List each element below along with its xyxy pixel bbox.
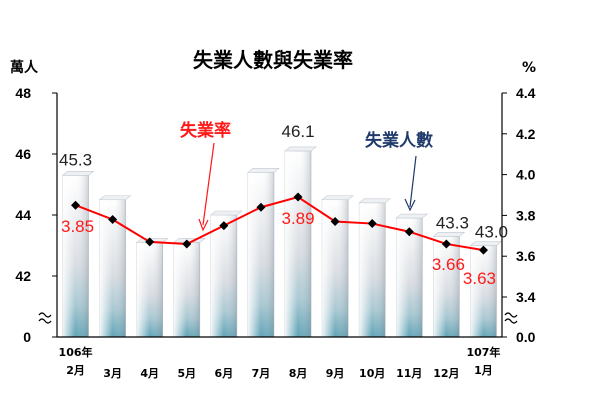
unemployed-bar-shine — [210, 215, 237, 337]
unemployed-bar-top — [321, 195, 354, 201]
unemployed-bar-top — [247, 168, 280, 173]
unemployed-bar-top — [469, 241, 503, 246]
right-tick-label: 4.2 — [516, 126, 536, 142]
axes: 0 42 44 46 48 0.0 3.4 3.6 3.8 4.0 4.2 4.4 106年 2月 3月 4月… — [15, 85, 535, 380]
x-tick-label: 11月 — [396, 367, 422, 380]
unemployed-bar-shine — [285, 150, 312, 337]
left-axis-break-icon — [38, 312, 52, 324]
rate-data-label: 3.66 — [432, 255, 465, 274]
right-tick-label: 3.6 — [516, 248, 536, 264]
unemployed-bar-shine — [62, 175, 89, 337]
data-labels: 45.3 46.1 43.3 43.0 3.85 3.89 3.663.63 — [59, 122, 508, 288]
x-tick-label: 8月 — [289, 367, 308, 380]
unemployed-data-label: 43.3 — [436, 213, 469, 232]
x-tick-label: 9月 — [326, 367, 345, 380]
rate-point-marker — [441, 239, 451, 249]
left-axis-unit: 萬人 — [10, 59, 39, 76]
unemployed-bar-top — [210, 210, 243, 216]
right-axis-break-icon — [504, 312, 518, 324]
right-tick-label: 4.0 — [516, 167, 536, 183]
left-tick-label: 48 — [15, 85, 31, 101]
rate-data-label: 3.89 — [281, 209, 314, 228]
x-tick-label: 5月 — [177, 367, 196, 380]
rate-data-label: 3.85 — [61, 217, 94, 236]
unemployed-bar-shine — [396, 218, 423, 337]
rate-annotation-arrow — [202, 142, 215, 226]
unemployed-bars — [61, 146, 503, 338]
unemployed-annotation-arrow — [409, 155, 417, 208]
unemployed-bar-shine — [470, 245, 497, 337]
unemployed-data-label: 46.1 — [281, 122, 314, 141]
unemployed-bar-shine — [433, 236, 460, 337]
x-tick-label: 7月 — [252, 367, 271, 380]
x-tick-label: 1月 — [474, 364, 493, 377]
unemployed-bar-top — [61, 171, 95, 176]
rate-point-marker — [108, 214, 118, 224]
unemployed-data-label: 43.0 — [475, 223, 508, 242]
rate-point-marker — [71, 200, 81, 210]
right-axis-unit: % — [522, 60, 536, 76]
rate-point-marker — [219, 221, 229, 231]
x-tick-label: 10月 — [359, 367, 385, 380]
rate-annotation-arrowhead — [198, 218, 209, 232]
rate-point-marker — [256, 202, 266, 212]
rate-series-line — [75, 195, 484, 252]
x-tick-label: 2月 — [66, 364, 85, 377]
unemployed-data-label: 45.3 — [59, 150, 92, 169]
rate-data-label: 3.63 — [463, 269, 496, 288]
x-tick-label: 6月 — [215, 367, 234, 380]
rate-point-marker — [330, 217, 340, 227]
right-tick-label: 0.0 — [516, 329, 536, 345]
rate-point-marker — [182, 239, 192, 249]
rate-point-marker — [367, 219, 377, 229]
right-tick-label: 3.8 — [516, 207, 536, 223]
left-tick-label: 46 — [15, 146, 31, 162]
rate-annotation: 失業率 — [180, 120, 231, 141]
chart-title: 失業人數與失業率 — [193, 48, 353, 72]
unemployed-bar-top — [432, 232, 466, 237]
unemployed-annotation-arrowhead — [404, 198, 416, 212]
unemployed-bar-top — [358, 198, 392, 204]
unemployed-bar-shine — [173, 242, 200, 337]
unemployed-annotation: 失業人數 — [365, 130, 433, 151]
rate-point-marker — [293, 192, 303, 202]
x-tick-label-year: 106年 — [59, 345, 93, 359]
rate-point-marker — [478, 245, 488, 255]
left-tick-label: 42 — [15, 268, 31, 284]
unemployed-bar-shine — [247, 172, 274, 337]
left-tick-label: 44 — [15, 207, 31, 223]
x-tick-label: 4月 — [140, 367, 159, 380]
unemployed-bar-top — [284, 146, 317, 152]
x-tick-label-year: 107年 — [466, 345, 500, 359]
x-tick-label: 3月 — [103, 367, 122, 380]
rate-point-marker — [145, 237, 155, 247]
x-tick-label: 12月 — [433, 367, 459, 380]
right-tick-label: 3.4 — [516, 289, 536, 305]
right-tick-label: 4.4 — [516, 85, 536, 101]
unemployed-bar-top — [395, 213, 429, 219]
rate-line — [71, 192, 488, 255]
unemployed-bar-top — [98, 195, 132, 201]
rate-point-marker — [404, 227, 414, 237]
unemployed-bar-shine — [136, 242, 163, 337]
left-tick-label: 0 — [23, 329, 31, 345]
